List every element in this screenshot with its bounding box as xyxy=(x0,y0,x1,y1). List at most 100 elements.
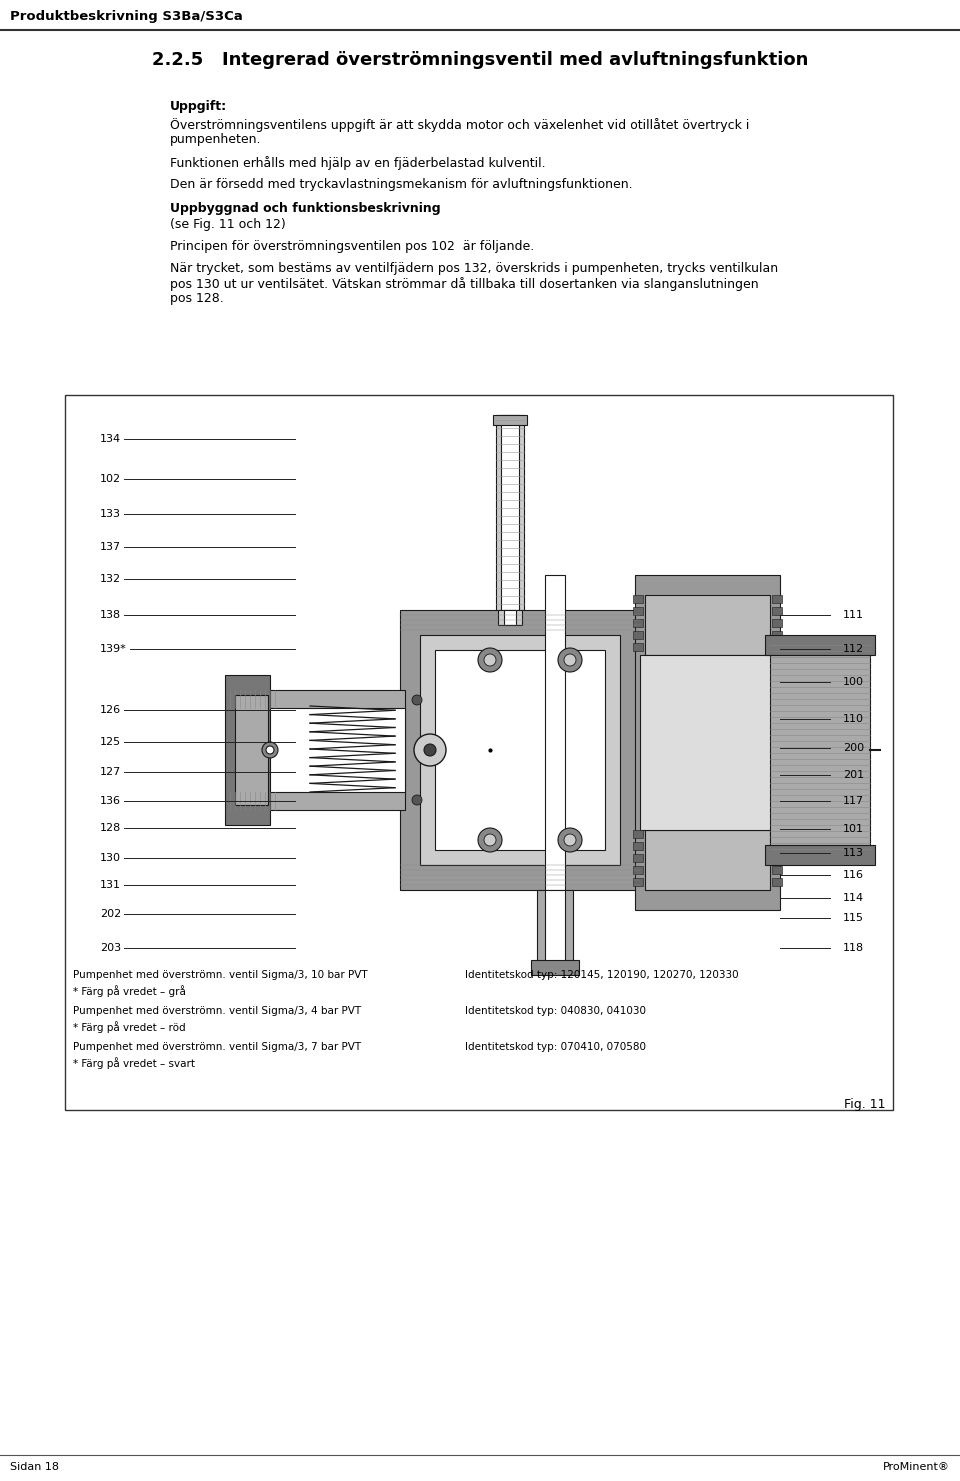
Text: Pumpenhet med överströmn. ventil Sigma/3, 7 bar PVT: Pumpenhet med överströmn. ventil Sigma/3… xyxy=(73,1043,361,1052)
Bar xyxy=(645,595,770,655)
Circle shape xyxy=(414,735,446,766)
Text: Identitetskod typ: 040830, 041030: Identitetskod typ: 040830, 041030 xyxy=(465,1006,646,1016)
Bar xyxy=(772,855,782,862)
Text: ProMinent®: ProMinent® xyxy=(883,1462,950,1472)
Bar xyxy=(633,631,643,638)
Bar xyxy=(772,643,782,652)
Bar xyxy=(640,655,775,829)
Text: 132: 132 xyxy=(100,573,121,584)
Text: * Färg på vredet – grå: * Färg på vredet – grå xyxy=(73,985,186,997)
Text: Principen för överströmningsventilen pos 102  är följande.: Principen för överströmningsventilen pos… xyxy=(170,240,535,253)
Bar xyxy=(635,575,780,909)
Circle shape xyxy=(484,655,496,666)
Text: pos 128.: pos 128. xyxy=(170,292,224,305)
Bar xyxy=(531,960,579,974)
Bar xyxy=(633,829,643,838)
Text: 138: 138 xyxy=(100,610,121,619)
Text: 118: 118 xyxy=(843,943,864,954)
Text: (se Fig. 11 och 12): (se Fig. 11 och 12) xyxy=(170,218,286,231)
Text: Sidan 18: Sidan 18 xyxy=(10,1462,59,1472)
Bar xyxy=(772,829,782,838)
Text: 136: 136 xyxy=(100,797,121,806)
Bar xyxy=(765,846,875,865)
Text: 114: 114 xyxy=(843,893,864,902)
Text: pumpenheten.: pumpenheten. xyxy=(170,133,261,147)
Text: 101: 101 xyxy=(843,823,864,834)
Text: Identitetskod typ: 070410, 070580: Identitetskod typ: 070410, 070580 xyxy=(465,1043,646,1052)
Text: 133: 133 xyxy=(100,509,121,520)
Text: pos 130 ut ur ventilsätet. Vätskan strömmar då tillbaka till dosertanken via sla: pos 130 ut ur ventilsätet. Vätskan ström… xyxy=(170,277,758,290)
Circle shape xyxy=(266,746,274,754)
Bar xyxy=(772,619,782,626)
Text: 117: 117 xyxy=(843,797,864,806)
Text: 130: 130 xyxy=(100,853,121,863)
Bar xyxy=(504,610,516,625)
Text: 112: 112 xyxy=(843,644,864,653)
Bar xyxy=(633,843,643,850)
Text: 100: 100 xyxy=(843,677,864,687)
Bar xyxy=(772,631,782,638)
Text: Den är försedd med tryckavlastningsmekanism för avluftningsfunktionen.: Den är försedd med tryckavlastningsmekan… xyxy=(170,178,633,191)
Bar xyxy=(65,395,893,1109)
Circle shape xyxy=(484,834,496,846)
Bar xyxy=(633,866,643,874)
Bar xyxy=(225,675,270,825)
Text: Funktionen erhålls med hjälp av en fjäderbelastad kulventil.: Funktionen erhålls med hjälp av en fjäde… xyxy=(170,156,545,170)
Text: Uppgift:: Uppgift: xyxy=(170,101,228,113)
Circle shape xyxy=(564,655,576,666)
Text: 202: 202 xyxy=(100,909,121,920)
Text: 200: 200 xyxy=(843,743,864,754)
Bar xyxy=(770,640,870,860)
Text: Uppbyggnad och funktionsbeskrivning: Uppbyggnad och funktionsbeskrivning xyxy=(170,201,441,215)
Text: 125: 125 xyxy=(100,738,121,748)
Text: Pumpenhet med överströmn. ventil Sigma/3, 10 bar PVT: Pumpenhet med överströmn. ventil Sigma/3… xyxy=(73,970,368,980)
Bar xyxy=(772,878,782,886)
Bar xyxy=(230,690,405,810)
Text: Produktbeskrivning S3Ba/S3Ca: Produktbeskrivning S3Ba/S3Ca xyxy=(10,10,243,24)
Bar xyxy=(537,890,573,970)
Text: 203: 203 xyxy=(100,943,121,954)
Text: * Färg på vredet – svart: * Färg på vredet – svart xyxy=(73,1057,195,1069)
Bar xyxy=(230,708,405,792)
Text: 201: 201 xyxy=(843,770,864,780)
Bar xyxy=(496,415,524,625)
Text: 131: 131 xyxy=(100,881,121,890)
Text: Fig. 11: Fig. 11 xyxy=(844,1097,885,1111)
Bar xyxy=(772,595,782,603)
Circle shape xyxy=(424,743,436,755)
Bar xyxy=(493,415,527,425)
Bar xyxy=(420,635,620,865)
Text: 127: 127 xyxy=(100,767,121,778)
Bar xyxy=(633,595,643,603)
Bar xyxy=(435,650,605,850)
Text: När trycket, som bestäms av ventilfjädern pos 132, överskrids i pumpenheten, try: När trycket, som bestäms av ventilfjäder… xyxy=(170,262,779,275)
Circle shape xyxy=(478,649,502,672)
Circle shape xyxy=(478,828,502,852)
Circle shape xyxy=(558,649,582,672)
Text: 110: 110 xyxy=(843,714,864,724)
Bar xyxy=(498,610,522,625)
Bar xyxy=(501,415,519,625)
Text: 115: 115 xyxy=(843,914,864,923)
Text: 137: 137 xyxy=(100,542,121,551)
Bar xyxy=(633,855,643,862)
Text: Överströmningsventilens uppgift är att skydda motor och växelenhet vid otillåtet: Överströmningsventilens uppgift är att s… xyxy=(170,118,750,132)
Circle shape xyxy=(412,795,422,806)
Bar xyxy=(633,643,643,652)
Text: 139*: 139* xyxy=(100,644,127,653)
Bar xyxy=(545,890,565,970)
Text: * Färg på vredet – röd: * Färg på vredet – röd xyxy=(73,1020,185,1032)
Bar xyxy=(400,610,640,890)
Bar xyxy=(772,866,782,874)
Text: 111: 111 xyxy=(843,610,864,619)
Bar xyxy=(765,635,875,655)
Text: 116: 116 xyxy=(843,871,864,881)
Text: 128: 128 xyxy=(100,822,121,832)
Bar xyxy=(633,878,643,886)
Bar xyxy=(645,829,770,890)
Bar xyxy=(235,695,268,806)
Text: 113: 113 xyxy=(843,849,864,859)
Circle shape xyxy=(564,834,576,846)
Circle shape xyxy=(412,695,422,705)
Bar xyxy=(772,607,782,615)
